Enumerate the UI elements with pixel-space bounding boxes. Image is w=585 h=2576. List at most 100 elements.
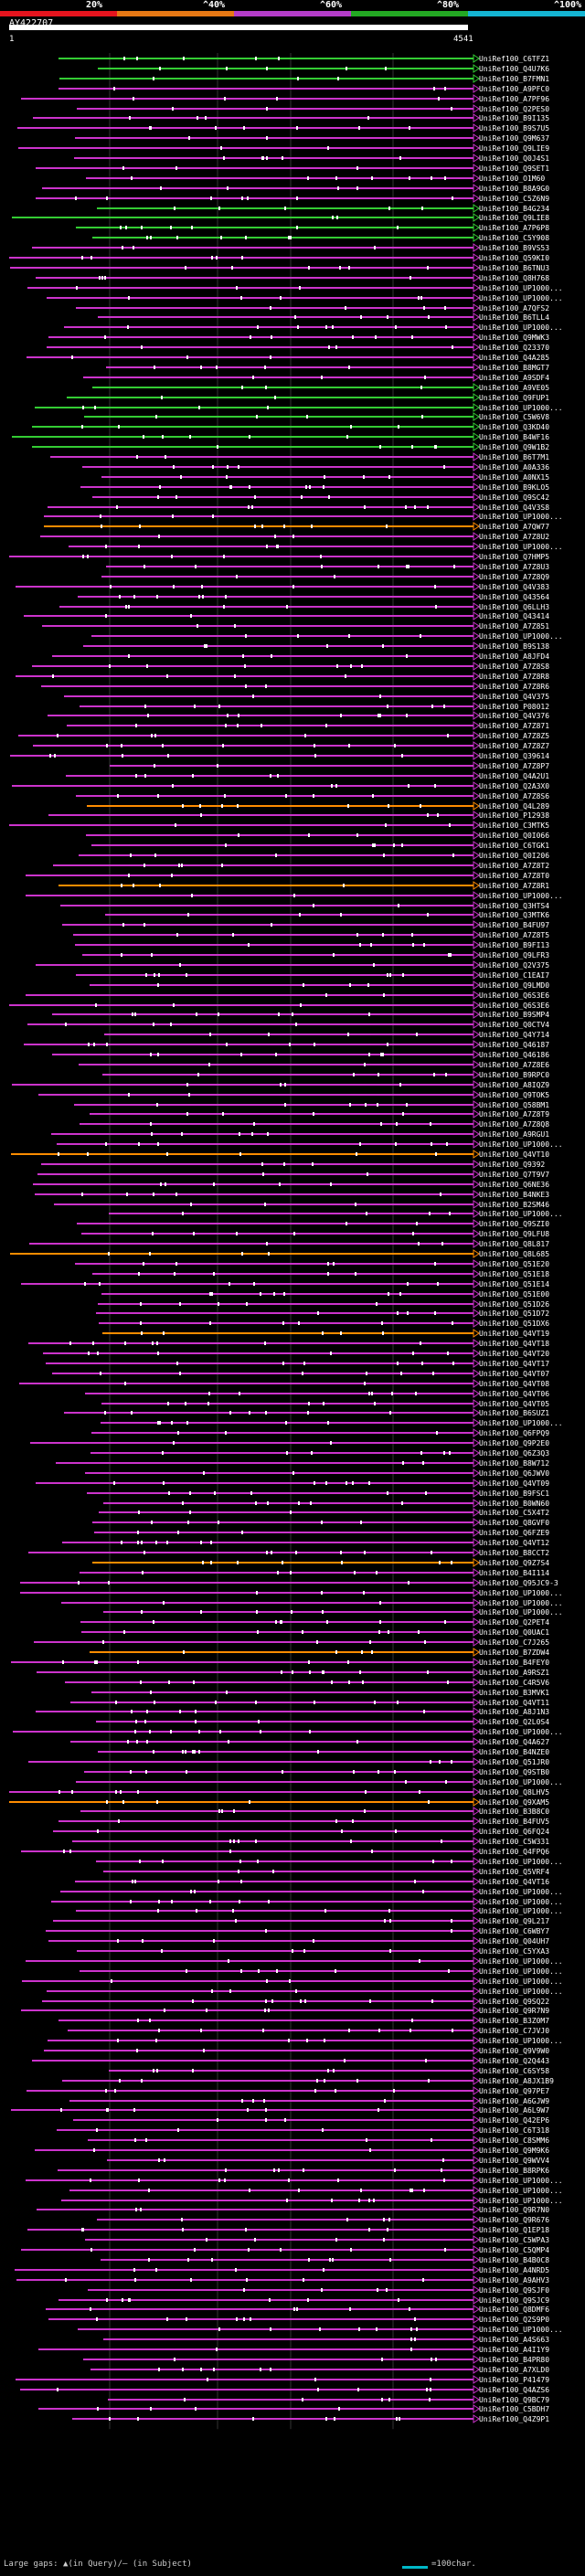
hit-label[interactable]: UniRef100_B3Z0M7 xyxy=(479,2017,549,2025)
hit-label[interactable]: UniRef100_Q6FZE9 xyxy=(479,1529,549,1537)
hit-label[interactable]: UniRef100_Q4A627 xyxy=(479,1738,549,1746)
hit-label[interactable]: UniRef100_P08012 xyxy=(479,703,549,711)
hit-label[interactable]: UniRef100_Q4Y714 xyxy=(479,1031,549,1039)
hit-row[interactable]: UniRef100_C7J265 xyxy=(34,1638,549,1647)
hit-row[interactable]: UniRef100_A9AHV3 xyxy=(16,2275,549,2284)
hit-row[interactable]: UniRef100_A9PFC0 xyxy=(58,84,549,93)
hit-label[interactable]: UniRef100_Q4VT09 xyxy=(479,1479,549,1488)
hit-label[interactable]: UniRef100_B9VS53 xyxy=(479,244,549,252)
hit-label[interactable]: UniRef100_B4G234 xyxy=(479,205,549,213)
hit-label[interactable]: UniRef100_C7JVJ0 xyxy=(479,2027,549,2035)
hit-label[interactable]: UniRef100_Q9M637 xyxy=(479,134,549,143)
hit-label[interactable]: UniRef100_A7Z8T9 xyxy=(479,1110,549,1118)
hit-label[interactable]: UniRef100_UP1000... xyxy=(479,2187,563,2195)
hit-row[interactable]: UniRef100_A4S663 xyxy=(103,2335,549,2344)
hit-row[interactable]: UniRef100_Q51E18 xyxy=(92,1269,549,1278)
hit-label[interactable]: UniRef100_Q4Z9P1 xyxy=(479,2415,549,2423)
hit-row[interactable]: UniRef100_Q4VT20 xyxy=(43,1349,549,1358)
hit-row[interactable]: UniRef100_B9S7U5 xyxy=(17,123,549,133)
hit-label[interactable]: UniRef100_A9SDF4 xyxy=(479,374,549,382)
hit-row[interactable]: UniRef100_C3MTK5 xyxy=(9,821,549,830)
hit-row[interactable]: UniRef100_A7Z8S8 xyxy=(32,662,549,671)
hit-label[interactable]: UniRef100_A7P6P8 xyxy=(479,224,549,232)
hit-row[interactable]: UniRef100_Q51D26 xyxy=(98,1299,549,1309)
hit-label[interactable]: UniRef100_Q0I066 xyxy=(479,832,549,840)
hit-label[interactable]: UniRef100_C5QMP4 xyxy=(479,2246,549,2254)
hit-row[interactable]: UniRef100_Q4VT08 xyxy=(19,1379,549,1388)
hit-row[interactable]: UniRef100_Q6NE36 xyxy=(33,1180,549,1189)
hit-label[interactable]: UniRef100_Q6FQ24 xyxy=(479,1828,549,1836)
hit-label[interactable]: UniRef100_A7QFS2 xyxy=(479,304,549,313)
hit-label[interactable]: UniRef100_B4PR80 xyxy=(479,2356,549,2364)
hit-label[interactable]: UniRef100_B9S138 xyxy=(479,642,549,651)
hit-row[interactable]: UniRef100_UP1000... xyxy=(109,1209,563,1218)
hit-label[interactable]: UniRef100_Q4VT12 xyxy=(479,1539,549,1547)
hit-row[interactable]: UniRef100_Q9LFR3 xyxy=(82,950,549,959)
hit-label[interactable]: UniRef100_Q4V3S8 xyxy=(479,504,549,512)
hit-label[interactable]: UniRef100_Q46187 xyxy=(479,1041,549,1049)
hit-row[interactable]: UniRef100_Q6S3E6 xyxy=(9,1001,549,1010)
hit-label[interactable]: UniRef100_O1M60 xyxy=(479,175,545,183)
hit-row[interactable]: UniRef100_Q9SET1 xyxy=(36,164,549,173)
hit-row[interactable]: UniRef100_C5W331 xyxy=(72,1837,549,1846)
hit-row[interactable]: UniRef100_Q51D72 xyxy=(96,1309,549,1318)
hit-row[interactable]: UniRef100_Q9LIE8 xyxy=(12,213,549,222)
hit-row[interactable]: UniRef100_B4PR80 xyxy=(83,2355,549,2364)
hit-row[interactable]: UniRef100_A7Z8T5 xyxy=(73,930,549,939)
hit-label[interactable]: UniRef100_B4NZE0 xyxy=(479,1748,549,1756)
hit-row[interactable]: UniRef100_Q0CTV4 xyxy=(27,1020,549,1029)
hit-row[interactable]: UniRef100_B6TNU3 xyxy=(10,263,549,272)
hit-label[interactable]: UniRef100_C5YXA3 xyxy=(479,1947,549,1956)
hit-row[interactable]: UniRef100_B4WF16 xyxy=(12,432,549,441)
hit-label[interactable]: UniRef100_Q51E14 xyxy=(479,1280,549,1288)
hit-label[interactable]: UniRef100_Q8GVF0 xyxy=(479,1519,549,1527)
hit-row[interactable]: UniRef100_Q9392 xyxy=(41,1160,545,1169)
hit-label[interactable]: UniRef100_B4B0C8 xyxy=(479,2256,549,2264)
hit-label[interactable]: UniRef100_UP1000... xyxy=(479,1898,563,1906)
hit-label[interactable]: UniRef100_B8MGT7 xyxy=(479,364,549,372)
hit-label[interactable]: UniRef100_Q9LIE9 xyxy=(479,144,549,153)
hit-label[interactable]: UniRef100_C1EAI7 xyxy=(479,971,549,980)
hit-label[interactable]: UniRef100_A7Z8U2 xyxy=(479,533,549,541)
hit-label[interactable]: UniRef100_Q6FPQ9 xyxy=(479,1429,549,1437)
hit-row[interactable]: UniRef100_Q9M637 xyxy=(75,133,549,143)
hit-row[interactable]: UniRef100_C5X4T2 xyxy=(99,1508,549,1517)
hit-row[interactable]: UniRef100_Q9SQ22 xyxy=(42,1997,549,2006)
hit-label[interactable]: UniRef100_Q6S3E6 xyxy=(479,991,549,1000)
hit-label[interactable]: UniRef100_P12938 xyxy=(479,811,549,820)
hit-label[interactable]: UniRef100_A0NX15 xyxy=(479,473,549,482)
hit-label[interactable]: UniRef100_Q4VT16 xyxy=(479,1878,549,1886)
hit-label[interactable]: UniRef100_A7Z8T5 xyxy=(479,931,549,939)
hit-label[interactable]: UniRef100_Q4AZS6 xyxy=(479,2386,549,2394)
hit-label[interactable]: UniRef100_Q2A3X0 xyxy=(479,782,549,790)
hit-row[interactable]: UniRef100_UP1000... xyxy=(47,293,563,302)
hit-label[interactable]: UniRef100_Q9BC79 xyxy=(479,2396,549,2404)
hit-row[interactable]: UniRef100_Q51E20 xyxy=(75,1259,549,1268)
hit-row[interactable]: UniRef100_A9VE05 xyxy=(92,383,549,392)
hit-label[interactable]: UniRef100_Q9L217 xyxy=(479,1917,549,1925)
hit-row[interactable]: UniRef100_Q46186 xyxy=(52,1050,549,1059)
hit-row[interactable]: UniRef100_A7PF96 xyxy=(21,94,549,103)
hit-row[interactable]: UniRef100_A0A336 xyxy=(82,462,549,472)
hit-row[interactable]: UniRef100_A7P6P8 xyxy=(76,223,549,232)
hit-label[interactable]: UniRef100_C6SY58 xyxy=(479,2067,549,2075)
hit-label[interactable]: UniRef100_B4FU97 xyxy=(479,921,549,929)
hit-row[interactable]: UniRef100_B2SM46 xyxy=(54,1200,549,1209)
hit-label[interactable]: UniRef100_Q7HMP5 xyxy=(479,553,549,561)
hit-label[interactable]: UniRef100_Q4VT08 xyxy=(479,1380,549,1388)
hit-label[interactable]: UniRef100_UP1000... xyxy=(479,1210,563,1218)
hit-row[interactable]: UniRef100_A7Z8T9 xyxy=(90,1109,549,1118)
hit-label[interactable]: UniRef100_Q4A285 xyxy=(479,354,549,362)
hit-row[interactable]: UniRef100_Q6FQ24 xyxy=(53,1827,549,1836)
hit-row[interactable]: UniRef100_A7Z8R1 xyxy=(58,881,549,890)
hit-label[interactable]: UniRef100_B7ZDW4 xyxy=(479,1648,549,1657)
hit-label[interactable]: UniRef100_UP1000... xyxy=(479,543,563,551)
hit-row[interactable]: UniRef100_Q3KD40 xyxy=(32,422,549,431)
hit-row[interactable]: UniRef100_Q59KI0 xyxy=(9,253,549,262)
hit-label[interactable]: UniRef100_Q9LFR3 xyxy=(479,951,549,959)
hit-label[interactable]: UniRef100_B9RPC0 xyxy=(479,1071,549,1079)
hit-label[interactable]: UniRef100_C5BDH7 xyxy=(479,2405,549,2413)
hit-label[interactable]: UniRef100_B9FI13 xyxy=(479,941,549,949)
hit-label[interactable]: UniRef100_Q9SET1 xyxy=(479,164,549,173)
hit-label[interactable]: UniRef100_C3MTK5 xyxy=(479,822,549,830)
